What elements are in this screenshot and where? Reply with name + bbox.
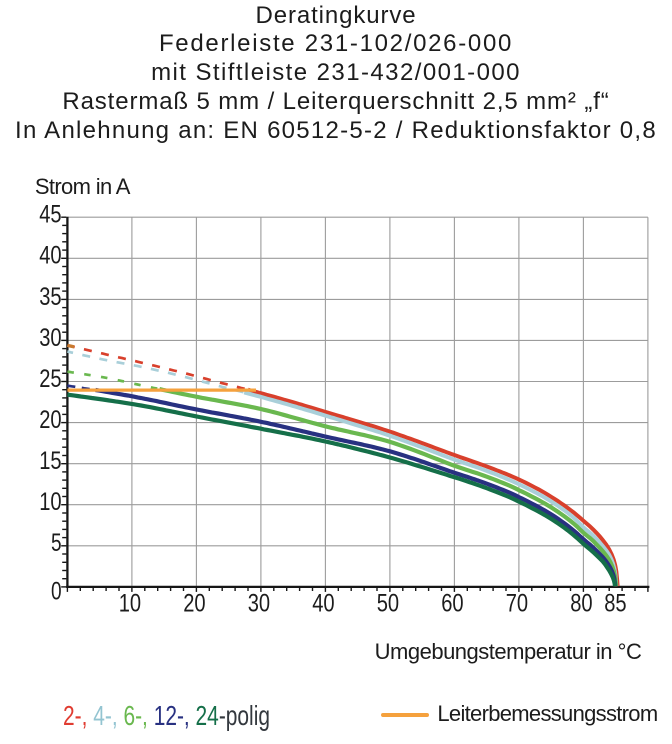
svg-text:35: 35 <box>39 283 61 311</box>
svg-text:20: 20 <box>39 406 61 434</box>
svg-text:30: 30 <box>248 589 270 617</box>
svg-text:20: 20 <box>183 589 205 617</box>
svg-text:80: 80 <box>570 589 592 617</box>
svg-text:45: 45 <box>39 201 61 229</box>
svg-text:40: 40 <box>39 242 61 270</box>
svg-text:30: 30 <box>39 324 61 352</box>
svg-text:60: 60 <box>441 589 463 617</box>
svg-text:70: 70 <box>506 589 528 617</box>
svg-text:5: 5 <box>51 529 62 557</box>
svg-text:85: 85 <box>604 589 626 617</box>
svg-text:10: 10 <box>119 589 141 617</box>
svg-text:10: 10 <box>39 488 61 516</box>
svg-text:0: 0 <box>51 577 62 605</box>
svg-text:15: 15 <box>39 447 61 475</box>
svg-text:50: 50 <box>377 589 399 617</box>
svg-text:40: 40 <box>312 589 334 617</box>
svg-text:25: 25 <box>39 365 61 393</box>
